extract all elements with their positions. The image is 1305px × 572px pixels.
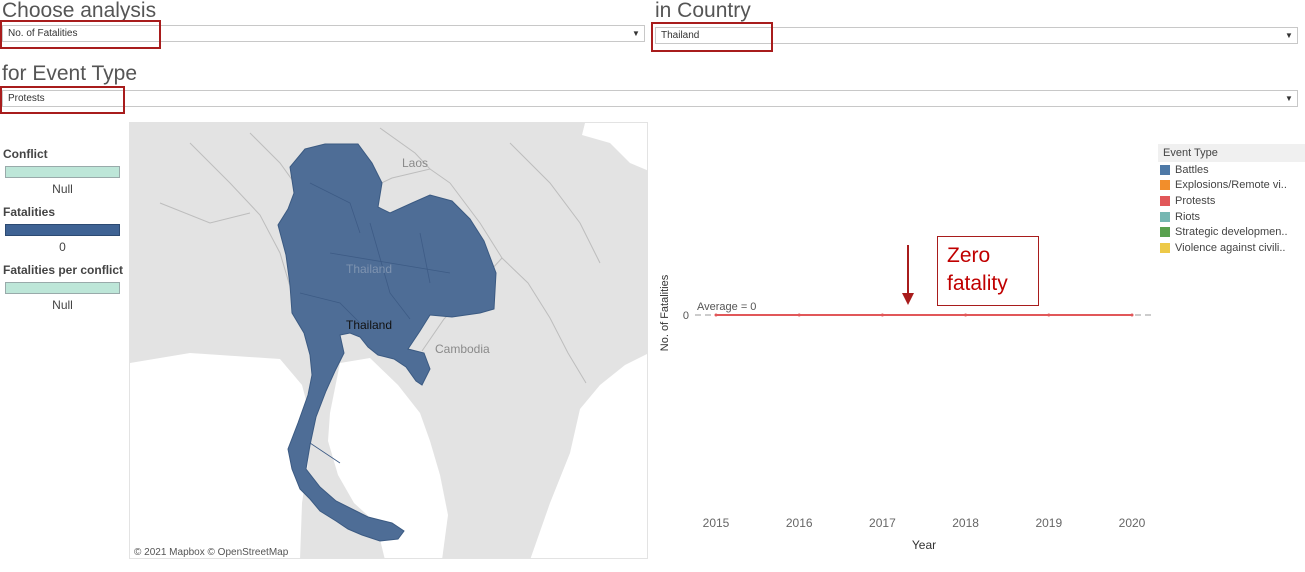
chevron-down-icon[interactable]: ▼ [1285, 31, 1293, 40]
line-chart[interactable]: No. of Fatalities Year 0 Average = 0 201… [655, 120, 1305, 560]
thailand-label: Thailand [346, 318, 392, 332]
data-point[interactable] [714, 313, 718, 317]
chevron-down-icon[interactable]: ▼ [1285, 94, 1293, 103]
fatalities-legend-value: 0 [59, 240, 66, 254]
event-legend-label: Battles [1175, 163, 1209, 176]
conflict-legend-swatch [5, 166, 120, 178]
data-point[interactable] [964, 313, 968, 317]
data-point[interactable] [1047, 313, 1051, 317]
event-legend-label: Explosions/Remote vi.. [1175, 179, 1287, 192]
legend-swatch-icon [1160, 180, 1170, 191]
gulf-of-thailand [328, 358, 448, 558]
legend-swatch-icon [1160, 227, 1170, 238]
zero-fatality-annotation: Zero fatality [937, 236, 1039, 306]
down-arrow-icon [902, 245, 914, 305]
x-tick-label: 2018 [952, 516, 979, 530]
thailand-faint-label: Thailand [346, 262, 392, 276]
gulf-of-tonkin [582, 123, 647, 171]
fatalities-per-conflict-legend-swatch [5, 282, 120, 294]
legend-swatch-icon [1160, 242, 1170, 253]
event-type-dropdown[interactable]: Protests ▼ [2, 90, 1298, 107]
event-legend-label: Protests [1175, 194, 1216, 207]
conflict-legend-title: Conflict [3, 147, 48, 161]
chevron-down-icon[interactable]: ▼ [632, 29, 640, 38]
fatalities-legend-title: Fatalities [3, 205, 56, 219]
x-tick-label: 2015 [703, 516, 730, 530]
x-tick-label: 2016 [786, 516, 813, 530]
legend-swatch-icon [1160, 164, 1170, 175]
fatalities-per-conflict-legend-value: Null [52, 298, 73, 312]
country-title: in Country [655, 0, 751, 22]
event-type-selected-value: Protests [8, 93, 45, 104]
event-legend-label: Strategic developmen.. [1175, 226, 1288, 239]
event-type-legend-title: Event Type [1158, 144, 1305, 162]
cambodia-label: Cambodia [435, 342, 490, 356]
thailand-shape [277, 143, 497, 542]
event-legend-item[interactable]: Violence against civili.. [1158, 240, 1305, 256]
map-view[interactable]: Laos Thailand Thailand Cambodia © 2021 M… [129, 122, 648, 559]
event-legend-item[interactable]: Battles [1158, 162, 1305, 178]
average-label: Average = 0 [697, 301, 756, 313]
data-point[interactable] [797, 313, 801, 317]
data-point[interactable] [880, 313, 884, 317]
event-legend-item[interactable]: Protests [1158, 193, 1305, 209]
event-legend-item[interactable]: Strategic developmen.. [1158, 224, 1305, 240]
legend-swatch-icon [1160, 195, 1170, 206]
map-attribution: © 2021 Mapbox © OpenStreetMap [134, 547, 289, 558]
event-legend-item[interactable]: Riots [1158, 209, 1305, 225]
x-tick-label: 2017 [869, 516, 896, 530]
event-legend-label: Violence against civili.. [1175, 241, 1286, 254]
fatalities-per-conflict-legend-title: Fatalities per conflict [3, 263, 124, 277]
annotation-line-1: Zero [947, 244, 991, 267]
laos-label: Laos [402, 156, 428, 170]
country-dropdown[interactable]: Thailand ▼ [655, 27, 1298, 44]
x-axis-title: Year [912, 538, 936, 552]
x-tick-label: 2019 [1035, 516, 1062, 530]
event-type-title: for Event Type [2, 62, 138, 85]
annotation-line-2: fatality [947, 272, 1008, 295]
legend-swatch-icon [1160, 211, 1170, 222]
south-china-sea [530, 354, 647, 558]
analysis-dropdown[interactable]: No. of Fatalities ▼ [2, 25, 645, 42]
y-tick-label: 0 [683, 310, 689, 322]
analysis-title: Choose analysis [2, 0, 157, 22]
y-axis-title: No. of Fatalities [659, 274, 671, 351]
fatalities-legend-swatch [5, 224, 120, 236]
conflict-legend-value: Null [52, 182, 73, 196]
event-legend-item[interactable]: Explosions/Remote vi.. [1158, 178, 1305, 194]
province-lines [299, 182, 451, 464]
country-selected-value: Thailand [661, 30, 700, 41]
event-legend-label: Riots [1175, 210, 1201, 223]
data-point[interactable] [1130, 313, 1134, 317]
x-tick-label: 2020 [1119, 516, 1146, 530]
event-type-legend: Event Type Battles Explosions/Remote vi..… [1158, 144, 1305, 256]
analysis-selected-value: No. of Fatalities [8, 28, 78, 39]
andaman-sea [130, 353, 312, 558]
